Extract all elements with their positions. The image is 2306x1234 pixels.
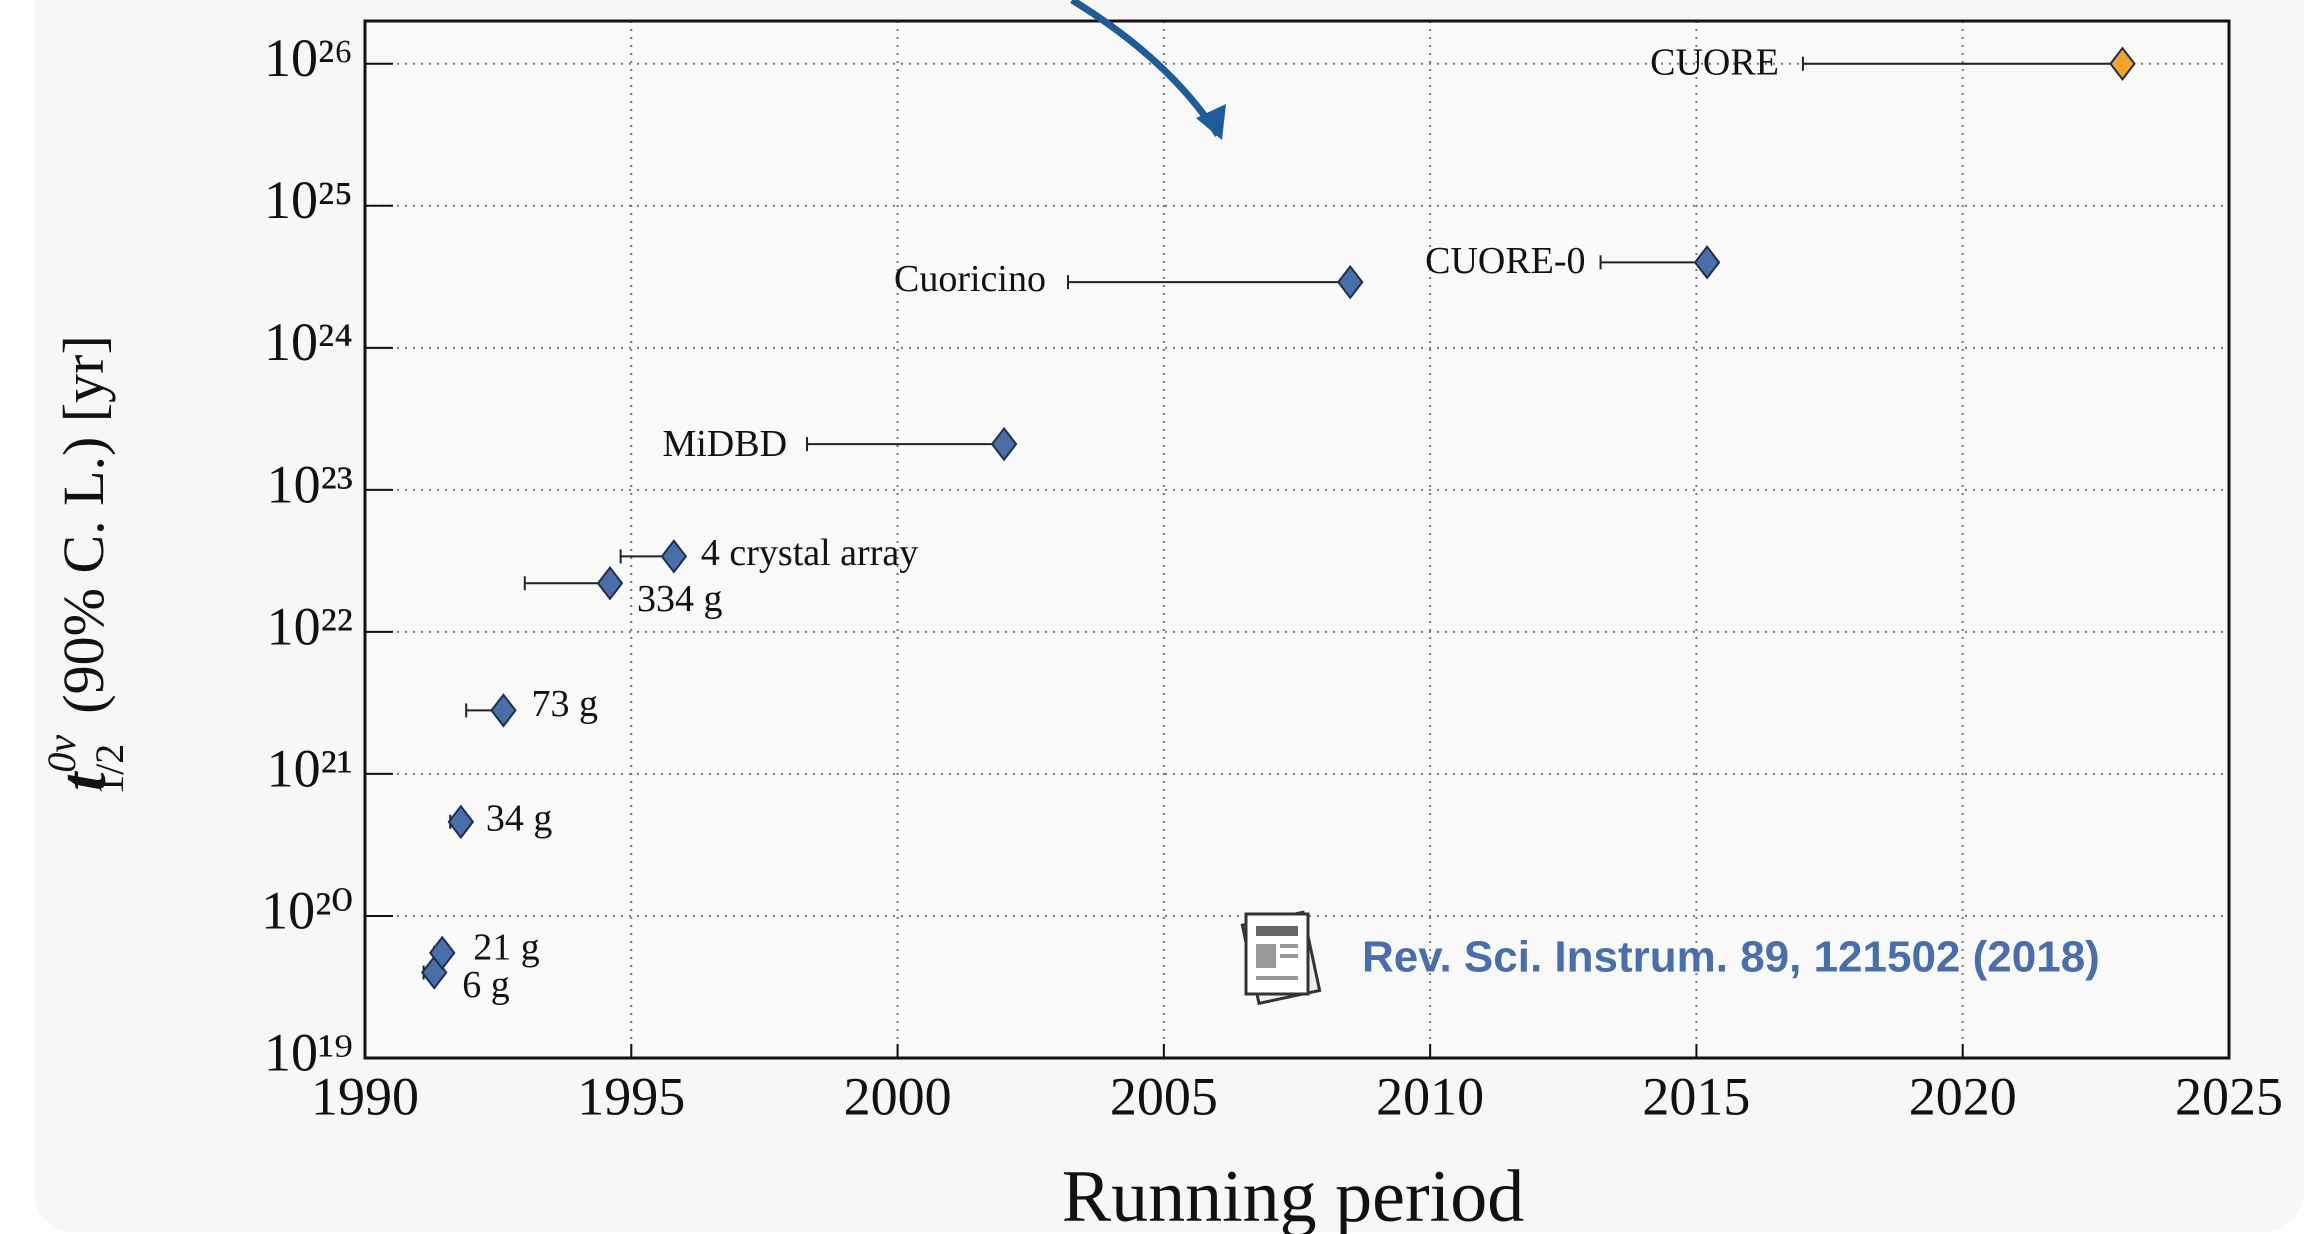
y-rest: (90% C. L.) [yr] bbox=[51, 335, 116, 714]
x-tick-label: 1995 bbox=[577, 1066, 685, 1126]
point-label: Cuoricino bbox=[894, 258, 1046, 300]
point-label: CUORE-0 bbox=[1425, 240, 1585, 282]
point-label: CUORE bbox=[1650, 41, 1779, 83]
y-tick-label: 10²³ bbox=[267, 454, 353, 514]
y-tick-label: 10²⁵ bbox=[264, 170, 353, 230]
x-tick-label: 2020 bbox=[1909, 1066, 2017, 1126]
point-label: 34 g bbox=[486, 798, 553, 840]
point-label: 6 g bbox=[462, 964, 510, 1006]
y-sup: 0ν bbox=[39, 735, 84, 773]
x-tick-label: 2015 bbox=[1642, 1066, 1750, 1126]
y-tick-label: 10²⁰ bbox=[261, 880, 353, 940]
chart: 1990199520002005201020152020202510¹⁹10²⁰… bbox=[0, 0, 2306, 1234]
y-sub: 1/2 bbox=[87, 744, 132, 795]
point-label: MiDBD bbox=[662, 423, 787, 465]
point-label: 4 crystal array bbox=[701, 532, 918, 574]
point-label: 334 g bbox=[637, 578, 723, 620]
y-tick-label: 10²⁶ bbox=[264, 28, 353, 88]
y-tick-label: 10²⁴ bbox=[264, 312, 353, 372]
x-tick-label: 2010 bbox=[1376, 1066, 1484, 1126]
x-tick-label: 2000 bbox=[844, 1066, 952, 1126]
plot-area bbox=[365, 21, 2229, 1058]
y-tick-label: 10¹⁹ bbox=[264, 1022, 353, 1082]
point-label: 21 g bbox=[473, 927, 540, 969]
point-label: 73 g bbox=[531, 683, 598, 725]
page: 1990199520002005201020152020202510¹⁹10²⁰… bbox=[0, 0, 2306, 1234]
x-tick-label: 2025 bbox=[2175, 1066, 2283, 1126]
y-tick-label: 10²² bbox=[267, 596, 353, 656]
paper-icon bbox=[1242, 912, 1319, 1003]
x-tick-label: 2005 bbox=[1110, 1066, 1218, 1126]
reference: Rev. Sci. Instrum. 89, 121502 (2018) bbox=[1362, 933, 2100, 982]
y-tick-label: 10²¹ bbox=[267, 738, 353, 798]
x-axis-title: Running period bbox=[1062, 1156, 1524, 1234]
